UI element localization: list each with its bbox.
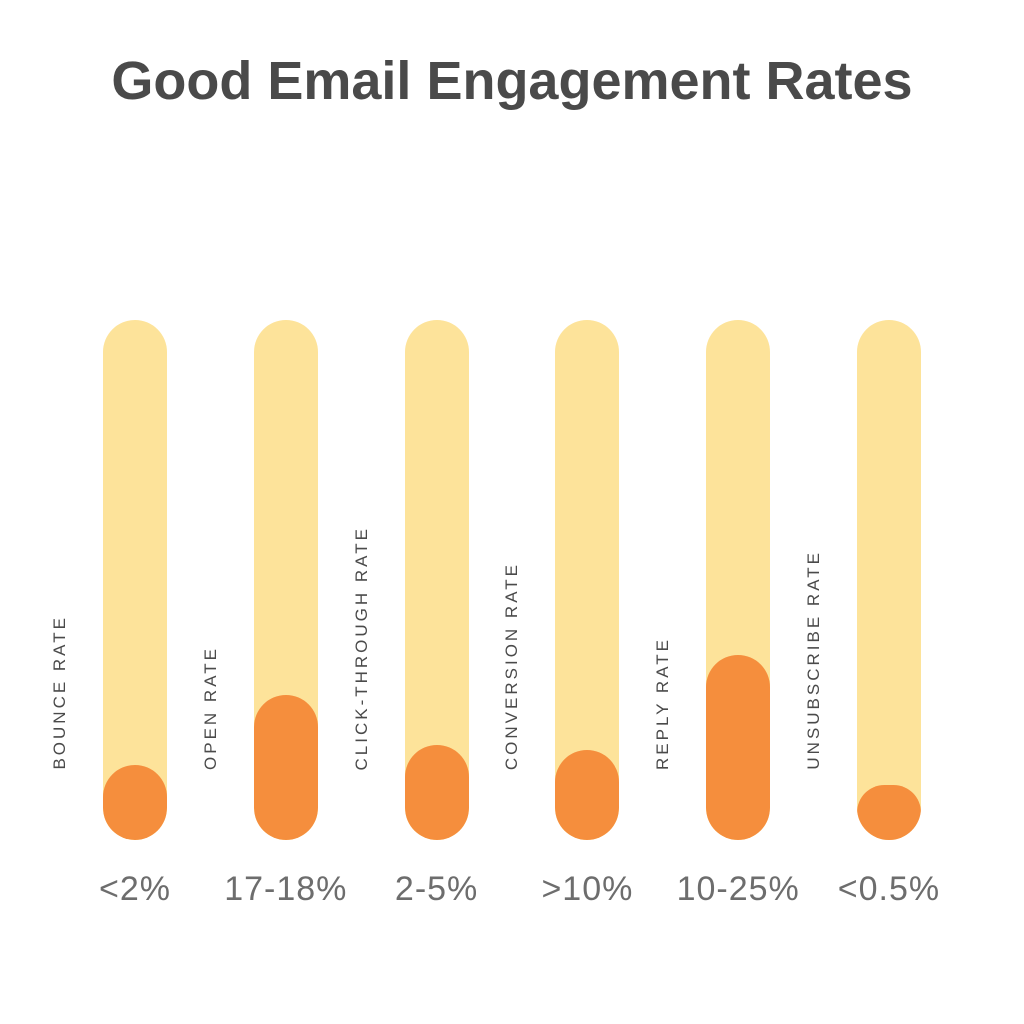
metric-column: REPLY RATE [663, 280, 813, 840]
bar-fill [254, 695, 318, 840]
page-title: Good Email Engagement Rates [0, 0, 1024, 116]
metric-value: 17-18% [211, 870, 361, 930]
metric-value: <0.5% [814, 870, 964, 930]
bar-fill [857, 785, 921, 840]
bar-outer [857, 320, 921, 840]
metric-value: 2-5% [362, 870, 512, 930]
bar-outer [254, 320, 318, 840]
metric-column: UNSUBSCRIBE RATE [814, 280, 964, 840]
metric-label: OPEN RATE [201, 646, 221, 770]
metric-column: OPEN RATE [211, 280, 361, 840]
bar-outer [405, 320, 469, 840]
metric-label: CLICK-THROUGH RATE [352, 526, 372, 770]
metric-label: UNSUBSCRIBE RATE [804, 550, 824, 770]
bar-fill [103, 765, 167, 840]
bar-outer [555, 320, 619, 840]
bar-fill [706, 655, 770, 840]
metric-column: CONVERSION RATE [512, 280, 662, 840]
metric-value: <2% [60, 870, 210, 930]
metric-column: CLICK-THROUGH RATE [362, 280, 512, 840]
metric-label: CONVERSION RATE [502, 562, 522, 770]
bar-fill [405, 745, 469, 840]
metric-column: BOUNCE RATE [60, 280, 210, 840]
value-row: <2%17-18%2-5%>10%10-25%<0.5% [60, 870, 964, 930]
bar-outer [103, 320, 167, 840]
bar-fill [555, 750, 619, 840]
metric-value: >10% [512, 870, 662, 930]
metric-value: 10-25% [663, 870, 813, 930]
metric-label: REPLY RATE [653, 637, 673, 770]
chart-area: BOUNCE RATEOPEN RATECLICK-THROUGH RATECO… [60, 280, 964, 840]
metric-label: BOUNCE RATE [50, 615, 70, 770]
bar-outer [706, 320, 770, 840]
